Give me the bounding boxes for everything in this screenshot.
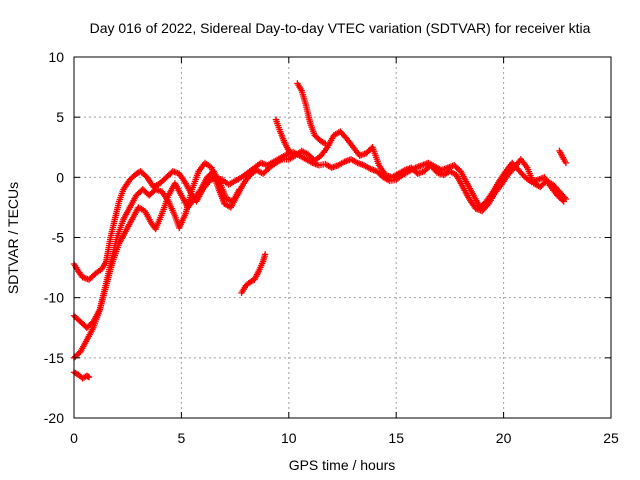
data-point-track-f [322, 140, 329, 147]
y-tick-label: 10 [48, 49, 64, 65]
y-tick-label: -10 [44, 290, 64, 306]
x-tick-label: 5 [178, 430, 186, 446]
grid-lines [74, 57, 611, 418]
y-tick-label: 0 [56, 169, 64, 185]
x-tick-label: 0 [70, 430, 78, 446]
chart-title: Day 016 of 2022, Sidereal Day-to-day VTE… [90, 20, 591, 36]
data-point-track-f [320, 139, 328, 147]
y-axis-label: SDTVAR / TECUs [5, 182, 21, 294]
x-tick-label: 25 [603, 430, 619, 446]
y-axis-ticks: -20 -15 -10 -5 0 5 10 [44, 49, 611, 426]
data-point-track-b [562, 195, 570, 203]
x-axis-label: GPS time / hours [289, 457, 396, 473]
y-tick-label: -15 [44, 350, 64, 366]
y-tick-label: -20 [44, 410, 64, 426]
data-point-track-e [261, 251, 269, 258]
data-point-track-c [236, 186, 243, 193]
y-tick-label: 5 [56, 109, 64, 125]
x-tick-label: 10 [281, 430, 297, 446]
data-point-track-h [562, 159, 570, 167]
data-point-track-b [484, 202, 491, 209]
y-tick-label: -5 [52, 230, 65, 246]
data-point-track-b [561, 194, 568, 201]
x-tick-label: 20 [496, 430, 512, 446]
x-axis-ticks: 0 5 10 15 20 25 [70, 57, 619, 446]
data-point-track-g [289, 152, 297, 159]
data-point-track-d [85, 373, 93, 381]
data-points [70, 80, 570, 382]
x-tick-label: 15 [388, 430, 404, 446]
